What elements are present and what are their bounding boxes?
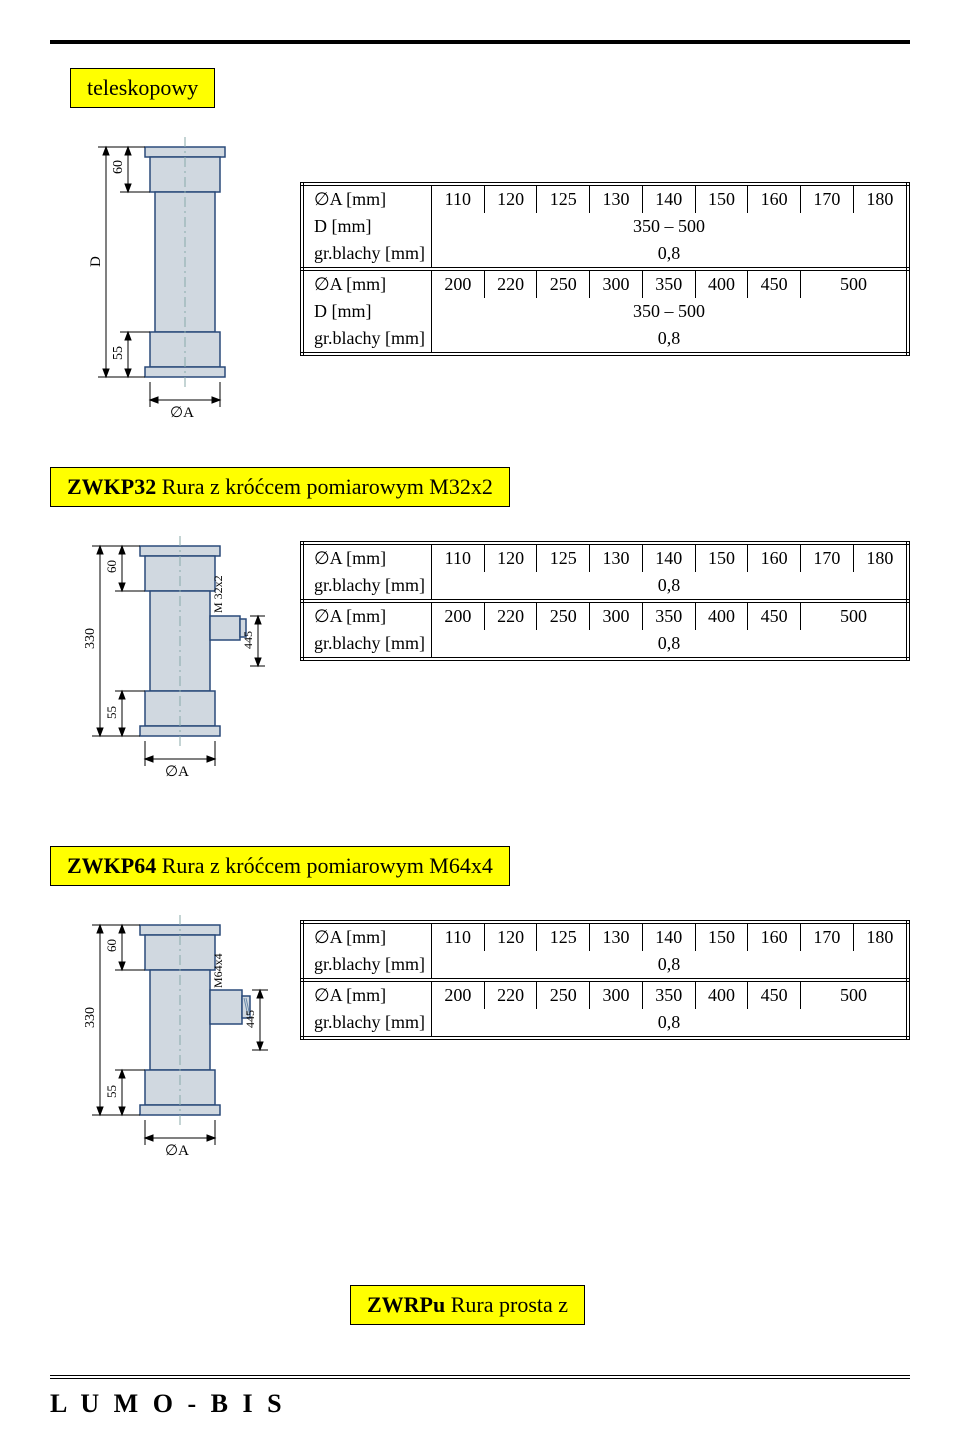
text: Rura prosta z [445,1292,568,1317]
code: ZWRPu [367,1292,445,1317]
top-rule [50,40,910,44]
table-2: ∅A [mm] 110 120 125 130 140 150 160 170 … [300,541,910,661]
section-label-zwrpu: ZWRPu Rura prosta z [350,1285,585,1325]
table-1: ∅A [mm] 110 120 125 130 140 150 160 170 … [300,182,910,356]
table-3: ∅A [mm] 110 120 125 130 140 150 160 170 … [300,920,910,1040]
row-2: 60 330 55 [50,521,910,806]
svg-text:∅A: ∅A [165,1143,189,1159]
cell-label: ∅A [mm] [302,184,431,213]
svg-text:445: 445 [243,1010,257,1028]
section-label-zwkp64: ZWKP64 Rura z króćcem pomiarowym M64x4 [50,846,510,886]
svg-text:60: 60 [104,560,119,573]
svg-text:330: 330 [83,628,98,649]
code: ZWKP32 [67,474,156,499]
dim-top: 60 [111,160,126,174]
diagram-2: 60 330 55 [50,521,300,806]
svg-text:330: 330 [83,1007,98,1028]
section-label-zwkp32: ZWKP32 Rura z króćcem pomiarowym M32x2 [50,467,510,507]
table-2-wrap: ∅A [mm] 110 120 125 130 140 150 160 170 … [300,521,910,661]
svg-text:55: 55 [104,706,119,719]
svg-text:∅A: ∅A [165,764,189,780]
code: ZWKP64 [67,853,156,878]
label-text: teleskopowy [87,75,198,100]
table-3-wrap: ∅A [mm] 110 120 125 130 140 150 160 170 … [300,900,910,1040]
dim-bottom: 55 [111,346,126,360]
row-1: 60 D 55 [50,122,910,427]
footer: L U M O - B I S [50,1375,910,1419]
row-3: 60 330 55 [50,900,910,1185]
table-1-wrap: ∅A [mm] 110 120 125 130 140 150 160 170 … [300,122,910,356]
diagram-1: 60 D 55 [50,122,300,427]
dia-label: ∅A [170,405,194,421]
section-label-teleskopowy: teleskopowy [70,68,215,108]
footer-text: L U M O - B I S [50,1389,286,1418]
diagram-3: 60 330 55 [50,900,300,1185]
text: Rura z króćcem pomiarowym M32x2 [156,474,493,499]
svg-text:60: 60 [104,939,119,952]
page: teleskopowy [0,0,960,1439]
svg-text:445: 445 [241,631,255,649]
svg-text:M64x4: M64x4 [211,953,225,988]
dim-side: D [88,256,104,267]
text: Rura z króćcem pomiarowym M64x4 [156,853,493,878]
svg-text:M 32x2: M 32x2 [211,575,225,613]
svg-text:55: 55 [104,1085,119,1098]
